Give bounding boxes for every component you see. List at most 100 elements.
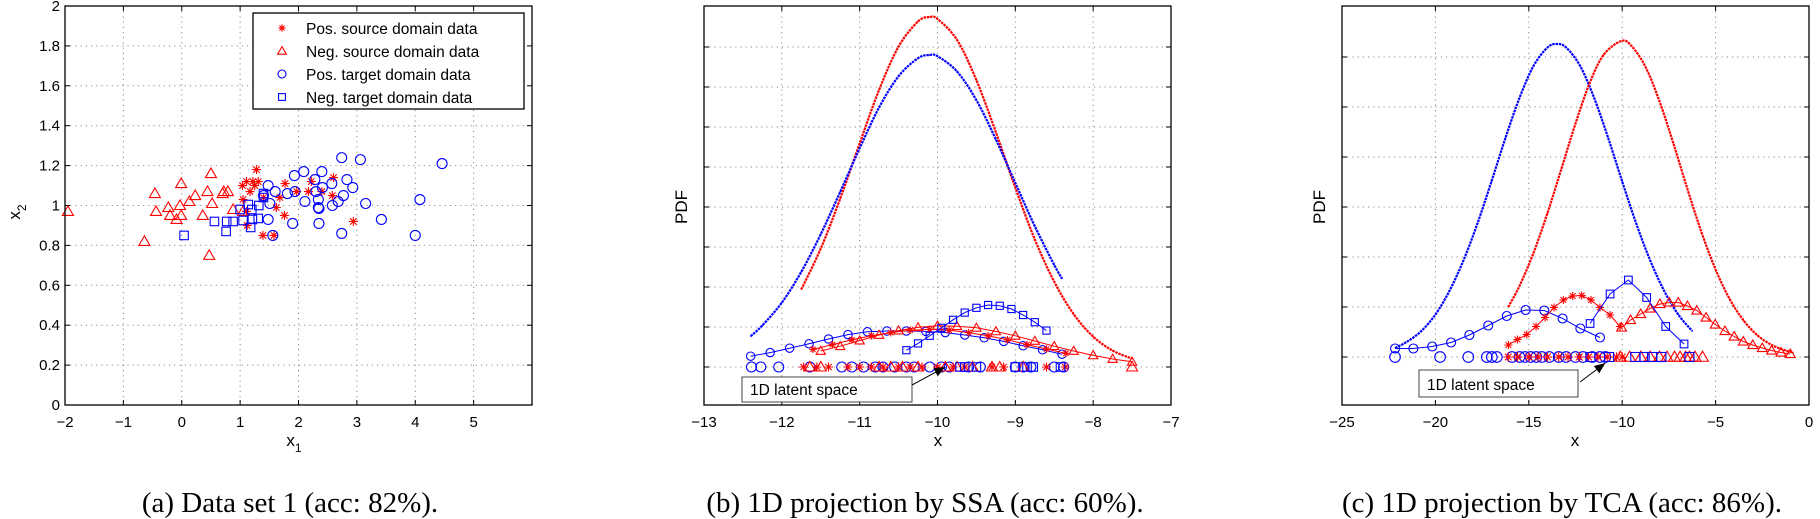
data-point-circle	[262, 213, 274, 226]
histogram-point-triangle	[1681, 299, 1694, 311]
data-point-triangle	[149, 204, 163, 217]
histogram-point-square	[972, 303, 981, 312]
pdf-curve-point	[1593, 97, 1595, 99]
latent-point-star	[799, 362, 809, 372]
pdf-curve-point	[750, 335, 752, 337]
data-point-circle	[347, 181, 359, 194]
data-point-square	[247, 214, 258, 225]
pdf-curve-point	[929, 16, 931, 18]
pdf-curve-point	[1448, 290, 1451, 292]
latent-point-star	[1524, 352, 1534, 362]
data-point-triangle	[163, 208, 177, 221]
latent-point-circle	[745, 361, 758, 373]
data-point-star	[306, 177, 316, 187]
latent-point-star	[1553, 352, 1564, 362]
series-2-circle	[257, 152, 448, 241]
x-tick-label: −13	[691, 414, 716, 431]
histogram-point-circle	[843, 329, 853, 340]
histogram-point-circle	[1464, 329, 1475, 341]
series-5-square	[902, 300, 1051, 355]
latent-point-star	[812, 362, 822, 372]
histogram-point-triangle	[1672, 296, 1685, 307]
pdf-curve-point	[1518, 285, 1521, 287]
pdf-curve-point	[1507, 306, 1509, 308]
histogram-point-square	[925, 331, 934, 340]
latent-point-square	[1028, 362, 1039, 372]
annotation-box	[1418, 369, 1579, 398]
axes-frame	[703, 5, 1172, 406]
y-tick-label: 0.2	[39, 357, 60, 374]
pdf-curve-point	[995, 131, 997, 133]
latent-point-triangle	[985, 360, 999, 372]
histogram-point-star	[925, 325, 934, 334]
caption-a: (a) Data set 1 (acc: 82%).	[142, 487, 438, 519]
data-point-circle	[299, 195, 311, 208]
data-point-star	[237, 181, 247, 191]
latent-point-triangle	[814, 360, 828, 372]
data-point-triangle	[204, 166, 218, 179]
latent-point-star	[999, 362, 1009, 372]
series-9-square	[955, 362, 1066, 372]
pdf-curve-point	[878, 106, 880, 108]
latent-point-star	[878, 362, 888, 372]
latent-point-star	[1503, 352, 1514, 362]
pdf-curve-point	[936, 55, 939, 57]
pdf-curve-point	[1602, 54, 1605, 56]
histogram-point-star	[1559, 295, 1568, 305]
pdf-curve-point	[1574, 122, 1577, 125]
data-point-square	[209, 216, 220, 227]
data-point-triangle	[170, 212, 183, 225]
histogram-line	[1589, 279, 1685, 345]
data-point-star	[242, 220, 252, 230]
histogram-point-triangle	[1048, 340, 1060, 351]
y-tick-label: 1.2	[39, 158, 60, 175]
histogram-point-square	[1642, 293, 1652, 302]
histogram-point-triangle	[1784, 347, 1797, 359]
latent-point-square	[1684, 351, 1695, 363]
pdf-curve-point	[917, 20, 919, 22]
pdf-curve-point	[1715, 268, 1717, 271]
data-point-star	[248, 177, 258, 187]
histogram-point-star	[1023, 340, 1031, 349]
pdf-curve-point	[1560, 167, 1563, 170]
pdf-curve-point	[995, 138, 997, 140]
histogram-point-circle	[804, 339, 814, 349]
latent-point-circle	[1485, 351, 1498, 363]
data-point-circle	[409, 229, 421, 241]
pdf-curve-point	[1518, 97, 1521, 99]
x-axis-label-c: x	[1571, 431, 1580, 450]
pdf-curve-point	[1546, 212, 1549, 214]
histogram-point-star	[848, 336, 856, 344]
subplot-c-tca-projection: −25 −20 −15 −10 −5 0 1D latent space	[1329, 5, 1813, 431]
latent-point-star	[1593, 352, 1603, 362]
data-point-circle	[310, 185, 322, 198]
pdf-curve-point	[1677, 313, 1679, 316]
latent-point-triangle	[1622, 350, 1637, 362]
latent-point-triangle	[896, 360, 909, 372]
latent-point-square	[1010, 362, 1021, 372]
data-point-star	[271, 202, 281, 212]
x-tick-label: 1	[236, 414, 244, 431]
pdf-curve-point	[1607, 137, 1609, 139]
histogram-point-circle	[784, 343, 795, 353]
pdf-curve-point	[975, 99, 978, 101]
histogram-point-square	[913, 339, 923, 348]
latent-point-star	[855, 362, 865, 372]
latent-point-square	[1604, 351, 1615, 363]
latent-point-square	[1639, 351, 1650, 363]
annotation-box	[741, 376, 913, 403]
pdf-curve-point	[1785, 349, 1787, 352]
pdf-curve-point	[839, 191, 841, 193]
histogram-point-triangle	[815, 345, 827, 355]
data-point-circle	[298, 166, 310, 178]
pdf-curve-point	[1061, 278, 1063, 280]
pdf-curve-point	[1729, 298, 1731, 300]
latent-point-triangle	[803, 360, 817, 372]
pdf-curve-point	[1621, 180, 1623, 183]
histogram-point-square	[1661, 322, 1671, 331]
x-tick-label: 2	[294, 414, 302, 431]
x-tick-label: −9	[1007, 414, 1024, 431]
x-axis-label-a: x1	[286, 431, 302, 455]
data-point-star	[329, 173, 339, 183]
histogram-point-triangle	[1654, 297, 1666, 309]
